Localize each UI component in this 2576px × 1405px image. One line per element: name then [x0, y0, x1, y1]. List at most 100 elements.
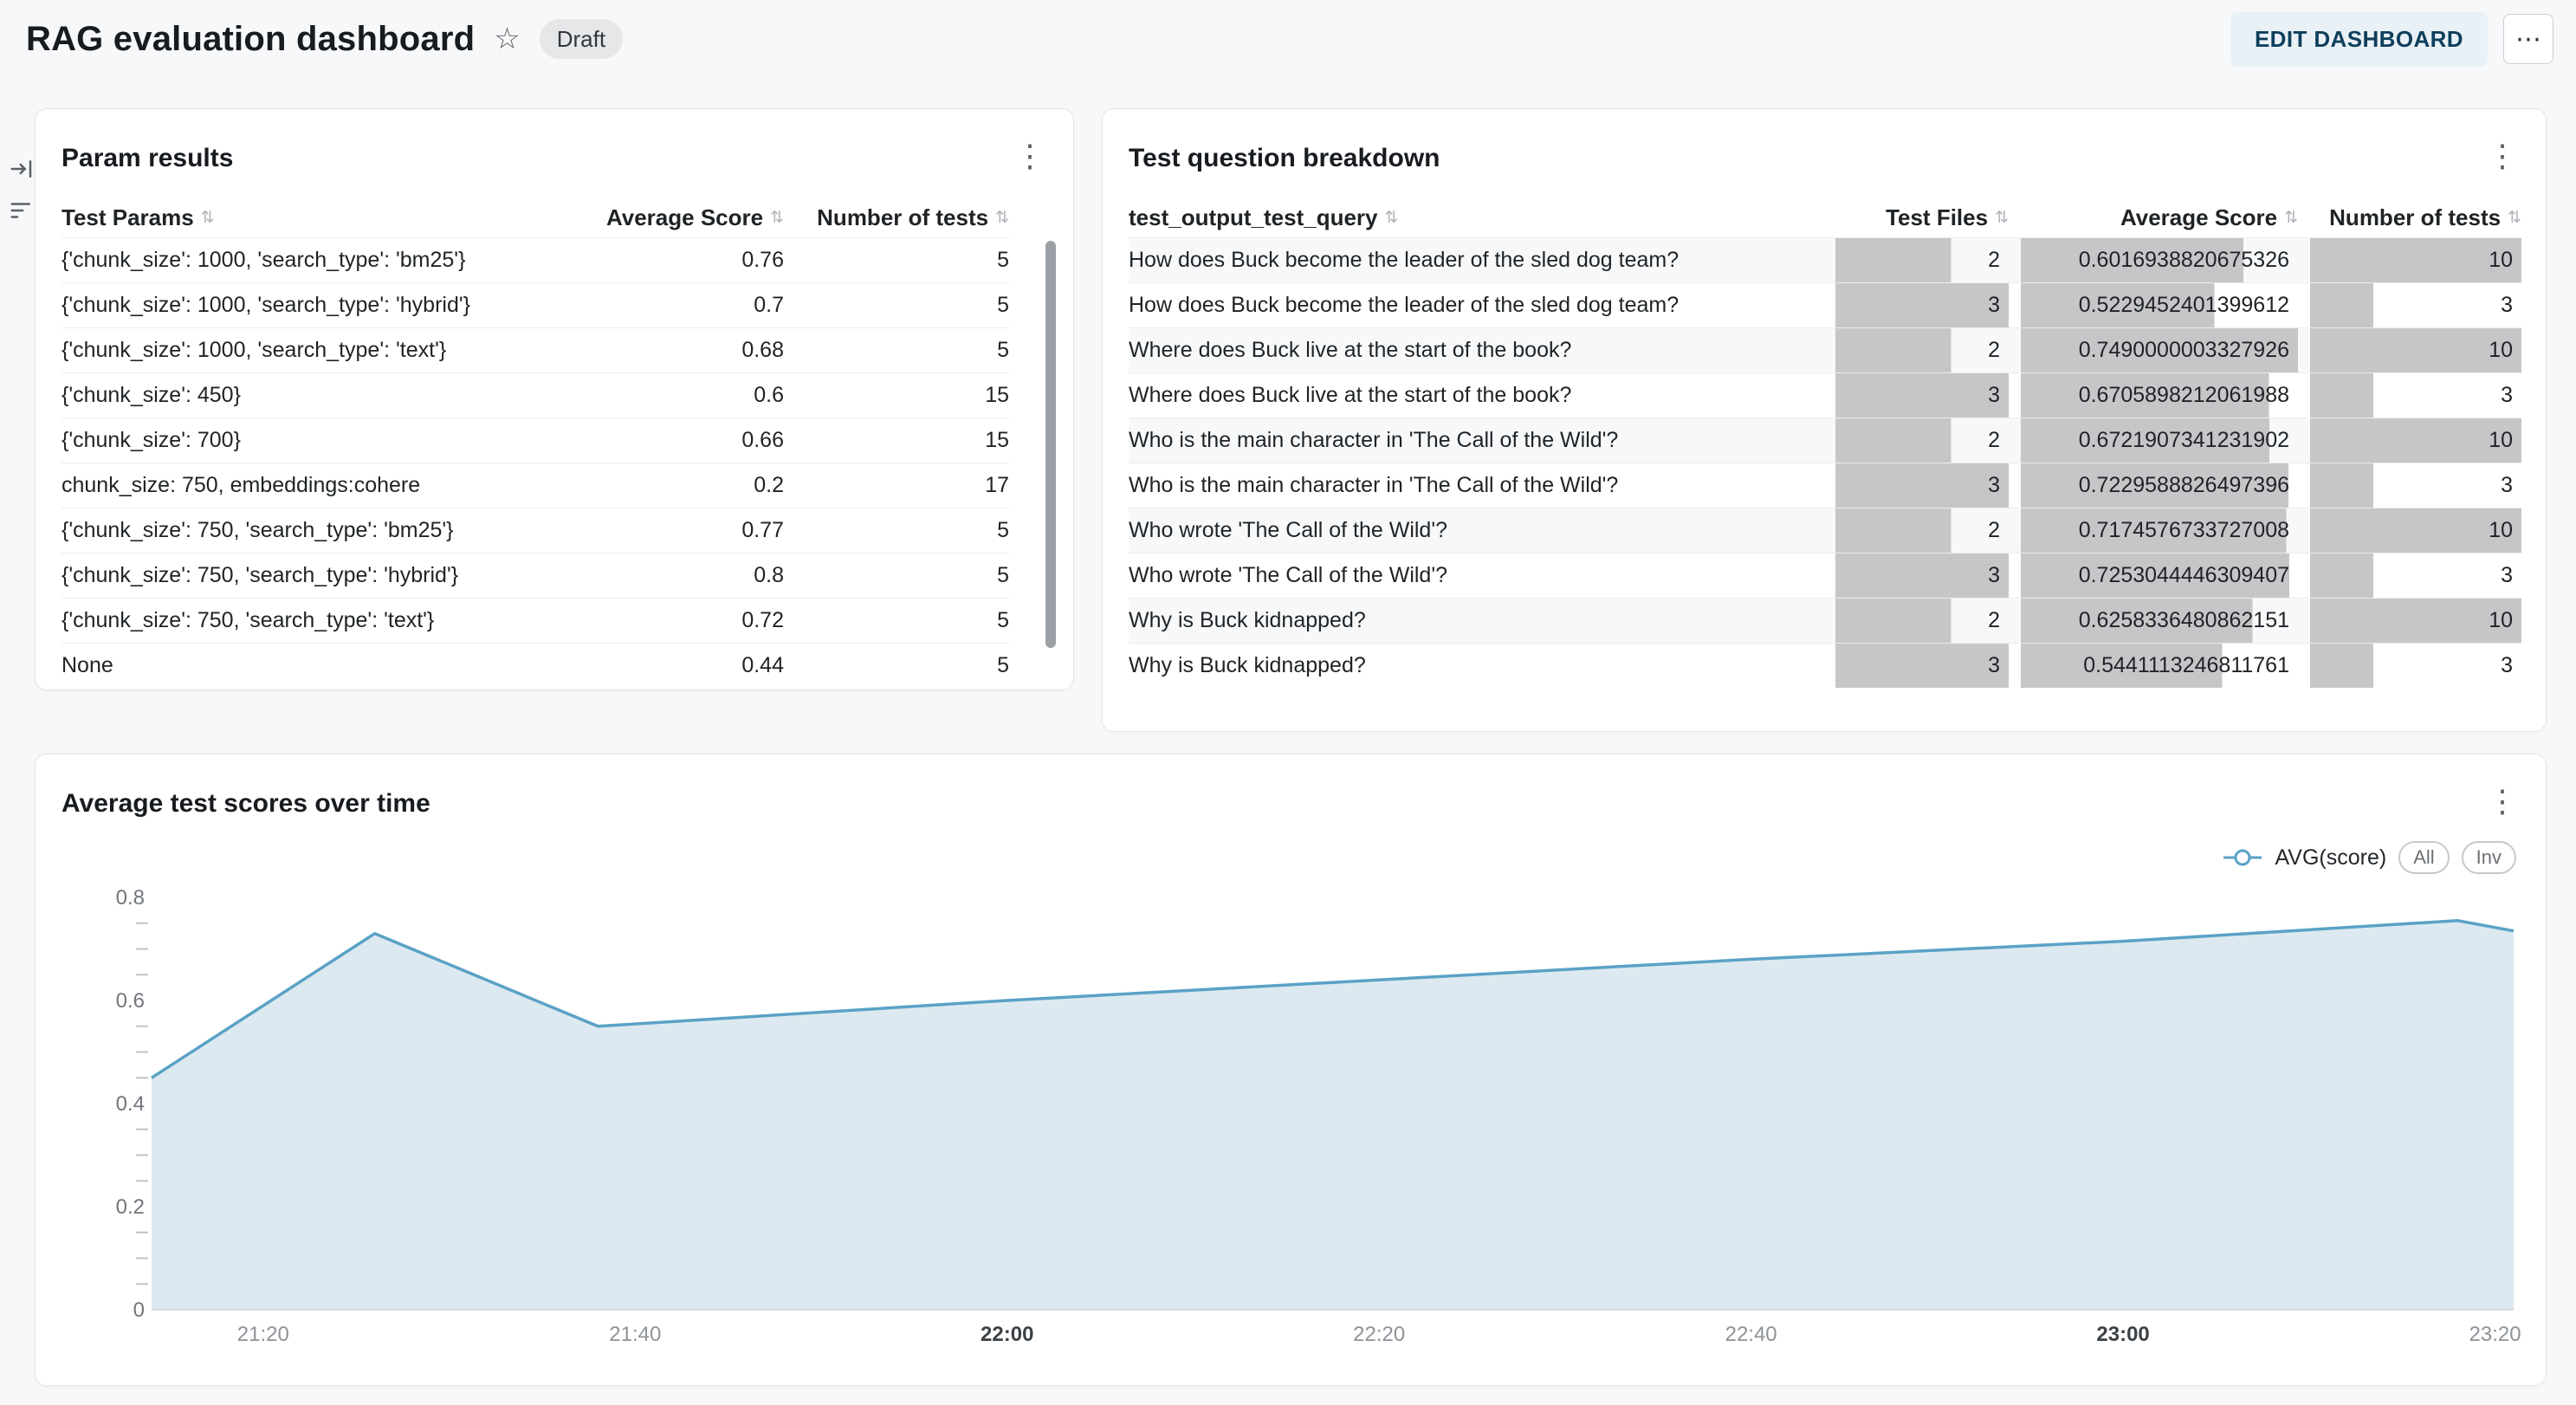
test-files-cell: 3 — [1835, 644, 2009, 688]
kebab-menu-icon[interactable]: ⋮ — [1007, 137, 1052, 175]
chart-series-line — [151, 919, 2515, 1079]
star-icon[interactable]: ☆ — [490, 21, 523, 57]
x-axis-label: 21:20 — [237, 1323, 289, 1346]
table-row: None 0.44 5 — [61, 643, 1009, 688]
chart-legend: AVG(score) All Inv — [2223, 841, 2516, 875]
edit-dashboard-button[interactable]: EDIT DASHBOARD — [2230, 11, 2488, 67]
legend-line-marker-icon — [2223, 849, 2262, 866]
param-results-header-row: Test Params ⇅ Average Score ⇅ Number of … — [61, 197, 1009, 237]
column-header-average-score[interactable]: Average Score ⇅ — [567, 204, 784, 231]
test-files-cell: 3 — [1835, 463, 2009, 508]
ellipsis-icon: ⋯ — [2515, 24, 2541, 54]
sort-icon: ⇅ — [1995, 208, 2009, 227]
question-breakdown-card: Test question breakdown ⋮ test_output_te… — [1102, 108, 2547, 732]
number-of-tests-cell: 15 — [985, 383, 1009, 407]
table-row: Who is the main character in 'The Call o… — [1129, 463, 2521, 508]
number-of-tests-cell: 5 — [997, 608, 1009, 632]
table-row: Who wrote 'The Call of the Wild'? 2 0.7174… — [1129, 508, 2521, 553]
number-of-tests-cell: 10 — [2310, 508, 2521, 553]
test-params-cell: {'chunk_size': 750, 'search_type': 'text… — [61, 608, 435, 632]
average-score-cell: 0.7490000003327926 — [2021, 328, 2298, 372]
average-score-cell: 0.6705898212061988 — [2021, 373, 2298, 418]
y-axis-label: 0.6 — [116, 989, 145, 1013]
x-axis-label: 22:20 — [1353, 1323, 1405, 1346]
query-cell: Where does Buck live at the start of the… — [1129, 383, 1572, 407]
average-score-cell: 0.77 — [741, 518, 784, 542]
vertical-scrollbar-thumb[interactable] — [1045, 241, 1056, 648]
test-files-cell: 2 — [1835, 599, 2009, 643]
filter-button[interactable] — [7, 196, 36, 225]
param-results-card: Param results ⋮ Test Params ⇅ Average Sc… — [35, 108, 1074, 690]
table-row: Where does Buck live at the start of the… — [1129, 327, 2521, 372]
average-score-cell: 0.7174576733727008 — [2021, 508, 2298, 553]
table-row: Who is the main character in 'The Call o… — [1129, 418, 2521, 463]
query-cell: Who is the main character in 'The Call o… — [1129, 473, 1619, 497]
legend-invert-button[interactable]: Inv — [2461, 841, 2516, 875]
table-row: Why is Buck kidnapped? 2 0.625833648086215… — [1129, 598, 2521, 643]
column-header-number-of-tests[interactable]: Number of tests ⇅ — [784, 204, 1009, 231]
chart-title: Average test scores over time — [61, 789, 430, 818]
average-score-cell: 0.66 — [741, 428, 784, 452]
kebab-menu-icon[interactable]: ⋮ — [2480, 782, 2525, 820]
number-of-tests-cell: 17 — [985, 473, 1009, 497]
y-axis-label: 0.8 — [116, 886, 145, 910]
test-params-cell: None — [61, 653, 113, 677]
test-params-cell: {'chunk_size': 1000, 'search_type': 'hyb… — [61, 293, 470, 317]
average-score-cell: 0.7253044446309407 — [2021, 554, 2298, 598]
query-cell: Why is Buck kidnapped? — [1129, 653, 1366, 677]
number-of-tests-cell: 5 — [997, 293, 1009, 317]
column-label: test_output_test_query — [1129, 204, 1378, 230]
scores-over-time-card: 0 0.2 0.4 0.6 0.8 21:20 21:40 22:00 22:20 22:40 23… — [35, 754, 2547, 1386]
number-of-tests-cell: 10 — [2310, 238, 2521, 282]
collapse-panel-button[interactable] — [7, 154, 36, 184]
y-axis-label: 0 — [133, 1298, 145, 1322]
test-params-cell: chunk_size: 750, embeddings:cohere — [61, 473, 421, 497]
number-of-tests-cell: 5 — [997, 563, 1009, 587]
test-params-cell: {'chunk_size': 1000, 'search_type': 'tex… — [61, 338, 447, 362]
chart-canvas[interactable]: 0 0.2 0.4 0.6 0.8 21:20 21:40 22:00 22:20 22:40 23… — [36, 754, 2547, 1387]
sort-icon: ⇅ — [1384, 208, 1399, 227]
number-of-tests-cell: 5 — [997, 248, 1009, 272]
x-axis-label: 22:00 — [981, 1323, 1033, 1346]
table-row: {'chunk_size': 1000, 'search_type': 'bm2… — [61, 237, 1009, 282]
average-score-cell: 0.5441113246811761 — [2021, 644, 2298, 688]
column-header-test-query[interactable]: test_output_test_query ⇅ — [1129, 204, 1830, 231]
status-badge: Draft — [539, 19, 624, 59]
kebab-menu-icon[interactable]: ⋮ — [2480, 137, 2525, 175]
param-results-body: {'chunk_size': 1000, 'search_type': 'bm2… — [61, 237, 1009, 688]
column-header-test-params[interactable]: Test Params ⇅ — [61, 204, 567, 231]
number-of-tests-cell: 3 — [2310, 283, 2521, 327]
question-breakdown-table: test_output_test_query ⇅ Test Files ⇅ Av… — [1129, 197, 2521, 688]
test-params-cell: {'chunk_size': 450} — [61, 383, 241, 407]
average-score-cell: 0.7 — [754, 293, 784, 317]
number-of-tests-cell: 10 — [2310, 328, 2521, 372]
query-cell: Who wrote 'The Call of the Wild'? — [1129, 563, 1448, 587]
x-axis-label: 23:20 — [2469, 1323, 2521, 1346]
column-header-test-files[interactable]: Test Files ⇅ — [1835, 204, 2009, 231]
legend-all-button[interactable]: All — [2398, 841, 2450, 875]
test-files-cell: 2 — [1835, 328, 2009, 372]
column-header-average-score[interactable]: Average Score ⇅ — [2021, 204, 2298, 231]
y-axis-label: 0.4 — [116, 1092, 145, 1116]
average-score-cell: 0.5229452401399612 — [2021, 283, 2298, 327]
number-of-tests-cell: 3 — [2310, 463, 2521, 508]
test-files-cell: 2 — [1835, 238, 2009, 282]
more-menu-button[interactable]: ⋯ — [2503, 14, 2553, 64]
query-cell: Who wrote 'The Call of the Wild'? — [1129, 518, 1448, 542]
y-axis-label: 0.2 — [116, 1195, 145, 1219]
average-score-cell: 0.68 — [741, 338, 784, 362]
sort-icon: ⇅ — [2284, 208, 2298, 227]
question-breakdown-header-row: test_output_test_query ⇅ Test Files ⇅ Av… — [1129, 197, 2521, 237]
query-cell: Where does Buck live at the start of the… — [1129, 338, 1572, 362]
sort-icon: ⇅ — [200, 208, 215, 227]
x-axis-label: 21:40 — [609, 1323, 661, 1346]
test-files-cell: 3 — [1835, 373, 2009, 418]
table-row: Why is Buck kidnapped? 3 0.544111324681176… — [1129, 643, 2521, 688]
average-score-cell: 0.8 — [754, 563, 784, 587]
table-row: Where does Buck live at the start of the… — [1129, 372, 2521, 418]
number-of-tests-cell: 3 — [2310, 373, 2521, 418]
x-axis-label: 23:00 — [2096, 1323, 2149, 1346]
table-row: {'chunk_size': 1000, 'search_type': 'tex… — [61, 327, 1009, 372]
table-row: {'chunk_size': 700} 0.66 15 — [61, 418, 1009, 463]
column-header-number-of-tests[interactable]: Number of tests ⇅ — [2310, 204, 2521, 231]
